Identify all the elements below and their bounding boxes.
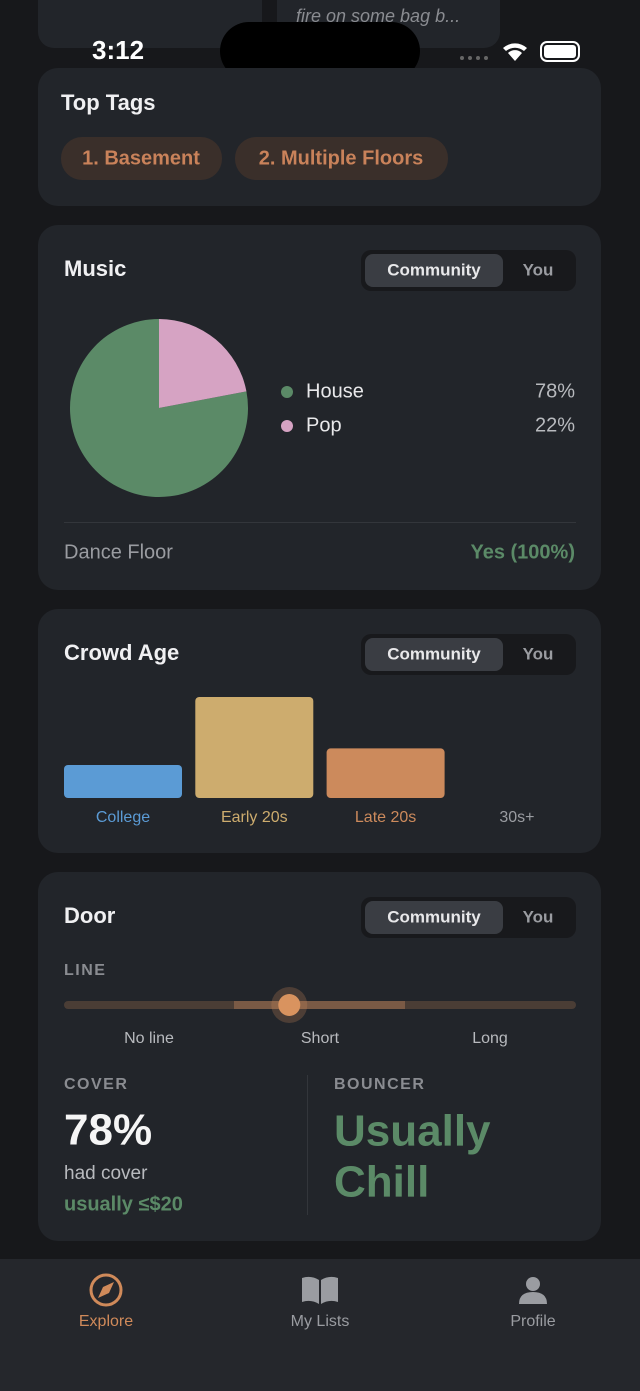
card-title: Top Tags <box>61 90 156 115</box>
value: Yes (100%) <box>470 541 575 563</box>
divider <box>307 1075 308 1215</box>
segment: Community <box>387 260 481 279</box>
snippet: fire on some bag b... <box>296 6 460 26</box>
legend-value: 22% <box>535 414 575 436</box>
status-icons <box>460 41 580 62</box>
label: BOUNCER <box>334 1076 425 1093</box>
island <box>220 22 420 80</box>
card-title: Music <box>64 256 126 281</box>
bar-label: Early 20s <box>221 809 288 826</box>
legend-dot <box>281 420 293 432</box>
tab[interactable]: Explore <box>79 1273 133 1330</box>
segment: You <box>523 260 554 279</box>
stop: Long <box>472 1030 508 1047</box>
segment: You <box>523 907 554 926</box>
slider-knob[interactable] <box>278 994 301 1016</box>
label: COVER <box>64 1076 128 1093</box>
tab-label: My Lists <box>291 1313 350 1330</box>
bouncer-value: Usually <box>334 1107 491 1156</box>
bar-label: Late 20s <box>355 809 416 826</box>
card <box>38 0 262 48</box>
bar <box>64 764 182 798</box>
bar-label: 30s+ <box>499 809 534 826</box>
tab[interactable]: Profile <box>510 1277 556 1330</box>
tag[interactable] <box>61 137 222 180</box>
legend-label: Pop <box>306 414 342 436</box>
legend-label: House <box>306 380 364 402</box>
card-title: Crowd Age <box>64 640 179 665</box>
tag[interactable] <box>235 137 448 180</box>
track-segment <box>234 1001 405 1009</box>
segment-active[interactable] <box>365 901 503 934</box>
stop: Short <box>301 1030 340 1047</box>
card-title: Door <box>64 903 116 928</box>
tag-label: 2. Multiple Floors <box>259 147 423 169</box>
tab-label: Profile <box>510 1313 555 1330</box>
legend-value: 78% <box>535 380 575 402</box>
segment-active[interactable] <box>365 254 503 287</box>
bar-label: College <box>96 809 150 826</box>
label: LINE <box>64 962 106 979</box>
card <box>38 872 601 1241</box>
segment: Community <box>387 644 481 663</box>
bar <box>326 748 445 798</box>
segment: Community <box>387 907 481 926</box>
tab[interactable]: My Lists <box>291 1276 350 1330</box>
card <box>38 225 601 590</box>
segment: You <box>523 644 554 663</box>
tab-label: Explore <box>79 1313 133 1330</box>
segment-active[interactable] <box>365 638 503 671</box>
bouncer-value: Chill <box>334 1158 429 1207</box>
divider <box>64 522 576 523</box>
tag-label: 1. Basement <box>82 147 200 169</box>
bar <box>195 697 314 798</box>
time: 3:12 <box>92 35 144 65</box>
cover-note: had cover <box>64 1163 148 1184</box>
pie-slice <box>159 319 247 408</box>
legend-dot <box>281 386 293 398</box>
cover-detail: usually ≤$20 <box>64 1193 183 1215</box>
cover-value: 78% <box>64 1106 152 1155</box>
stop: No line <box>124 1030 174 1047</box>
label: Dance Floor <box>64 541 173 563</box>
